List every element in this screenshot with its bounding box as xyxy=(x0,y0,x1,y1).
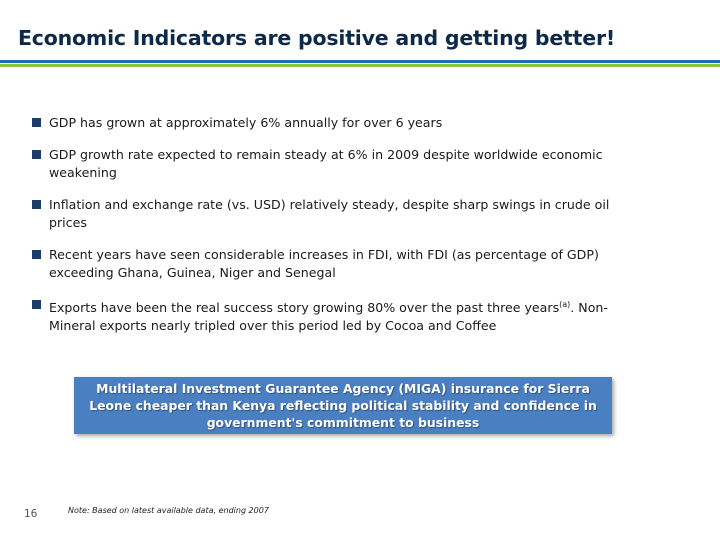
square-bullet-icon xyxy=(32,300,41,309)
square-bullet-icon xyxy=(32,118,41,127)
bullet-text: Recent years have seen considerable incr… xyxy=(49,247,599,280)
bullet-item: Exports have been the real success story… xyxy=(30,296,640,335)
bullet-text: Inflation and exchange rate (vs. USD) re… xyxy=(49,197,610,230)
callout-box: Multilateral Investment Guarantee Agency… xyxy=(74,377,612,434)
bullet-item: GDP has grown at approximately 6% annual… xyxy=(30,114,640,132)
bullet-item: Inflation and exchange rate (vs. USD) re… xyxy=(30,196,640,232)
bullet-item: Recent years have seen considerable incr… xyxy=(30,246,640,282)
bullet-item: GDP growth rate expected to remain stead… xyxy=(30,146,640,182)
title-rule-blue xyxy=(0,60,720,63)
square-bullet-icon xyxy=(32,250,41,259)
bullet-text: Exports have been the real success story… xyxy=(49,300,608,333)
bullet-list: GDP has grown at approximately 6% annual… xyxy=(30,114,640,349)
bullet-text: GDP growth rate expected to remain stead… xyxy=(49,147,603,180)
bullet-text: GDP has grown at approximately 6% annual… xyxy=(49,115,443,130)
title-rule-green xyxy=(0,64,720,67)
square-bullet-icon xyxy=(32,150,41,159)
bullet-text-part: . Non- Mineral exports nearly tripled ov… xyxy=(49,300,608,333)
bullet-text-part: Exports have been the real success story… xyxy=(49,300,560,315)
footnote: Note: Based on latest available data, en… xyxy=(68,506,269,515)
slide-title: Economic Indicators are positive and get… xyxy=(18,26,616,50)
square-bullet-icon xyxy=(32,200,41,209)
footnote-marker: (a) xyxy=(559,300,571,309)
page-number: 16 xyxy=(24,508,38,520)
